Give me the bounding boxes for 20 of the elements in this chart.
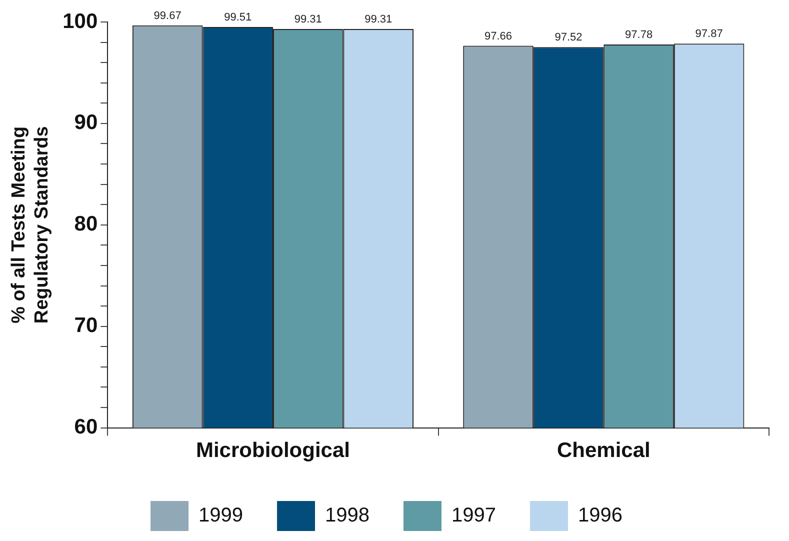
data-label: 99.51	[224, 12, 252, 24]
legend-label: 1998	[325, 504, 370, 527]
y-tick-label: 100	[62, 10, 98, 33]
data-label: 99.31	[294, 14, 322, 26]
legend-label: 1996	[578, 504, 622, 527]
y-axis-title: % of all Tests Meeting Regulatory Standards	[8, 126, 52, 324]
data-label: 97.87	[695, 28, 723, 40]
data-label: 97.78	[625, 29, 653, 42]
legend-label: 1997	[452, 504, 496, 527]
data-label: 99.67	[154, 10, 182, 22]
data-label: 97.66	[484, 30, 512, 42]
x-tick-label: Chemical	[556, 439, 650, 462]
y-tick-label: 60	[74, 416, 98, 439]
y-tick-label: 70	[74, 314, 98, 338]
data-label: 99.31	[364, 14, 392, 26]
legend-label: 1999	[198, 504, 244, 527]
y-tick-label: 80	[74, 212, 98, 236]
y-tick-label: 90	[74, 111, 98, 134]
data-label: 97.52	[554, 32, 582, 44]
x-tick-label: Microbiological	[196, 439, 350, 462]
